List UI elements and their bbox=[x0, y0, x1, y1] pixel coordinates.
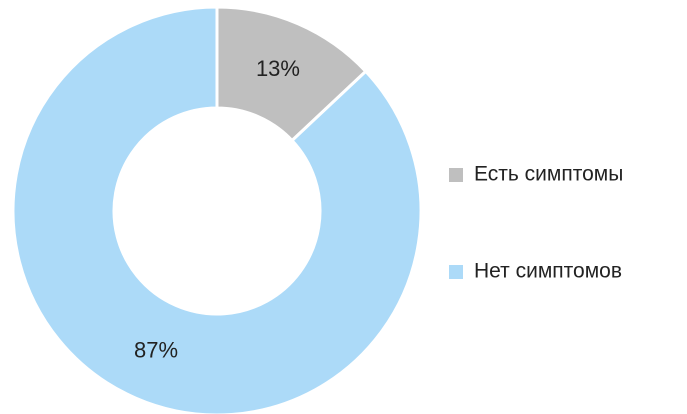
donut-slice bbox=[11, 5, 423, 414]
data-label: 13% bbox=[256, 56, 300, 81]
legend-label: Есть симптомы bbox=[474, 163, 623, 186]
legend-swatch bbox=[449, 168, 463, 182]
legend-label: Нет симптомов bbox=[474, 260, 622, 283]
data-label: 87% bbox=[134, 338, 178, 363]
legend-swatch bbox=[449, 265, 463, 279]
